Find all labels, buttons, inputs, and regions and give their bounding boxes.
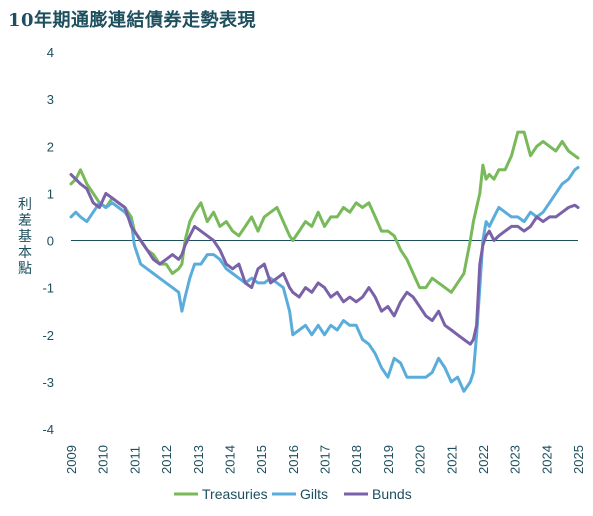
y-tick-label: 4 [47,45,54,60]
y-tick-label: -3 [42,375,54,390]
y-tick-label: 1 [47,186,54,201]
x-tick-label: 2022 [476,445,491,474]
x-tick-label: 2019 [381,445,396,474]
chart-title: 10年期通膨連結債券走勢表現 [8,10,257,31]
y-tick-label: -1 [42,281,54,296]
legend-label-bunds: Bunds [372,486,412,502]
x-tick-label: 2012 [159,445,174,474]
series-lines [69,130,580,393]
legend-label-treasuries: Treasuries [202,486,268,502]
x-tick-label: 2018 [349,445,364,474]
x-tick-label: 2025 [571,445,586,474]
x-tick-label: 2010 [96,445,111,474]
x-tick-label: 2009 [64,445,79,474]
series-line-treasuries [69,130,580,294]
x-tick-label: 2017 [318,445,333,474]
legend: Treasuries Gilts Bunds [174,486,412,502]
y-axis-ticks: 4 3 2 1 0 -1 -2 -3 -4 [42,45,54,437]
x-tick-label: 2011 [127,446,142,474]
x-axis-ticks: 2009 2010 2011 2012 2013 2014 2015 2016 2017 2018… [64,445,586,474]
series-line-bunds [69,173,580,346]
legend-label-gilts: Gilts [300,486,328,502]
x-tick-label: 2013 [191,445,206,474]
x-tick-label: 2021 [444,445,459,474]
x-tick-label: 2023 [508,445,523,474]
y-tick-label: 3 [47,92,54,107]
y-tick-label: 2 [47,139,54,154]
y-tick-label: -4 [42,422,54,437]
x-tick-label: 2016 [286,445,301,474]
x-tick-label: 2014 [222,445,237,474]
series-line-gilts [69,166,580,393]
x-tick-label: 2020 [413,445,428,474]
y-axis-label: 利差基本點 [18,196,32,276]
y-tick-label: 0 [47,234,54,249]
x-tick-label: 2015 [254,445,269,474]
x-tick-label: 2024 [539,445,554,474]
y-tick-label: -2 [42,328,54,343]
